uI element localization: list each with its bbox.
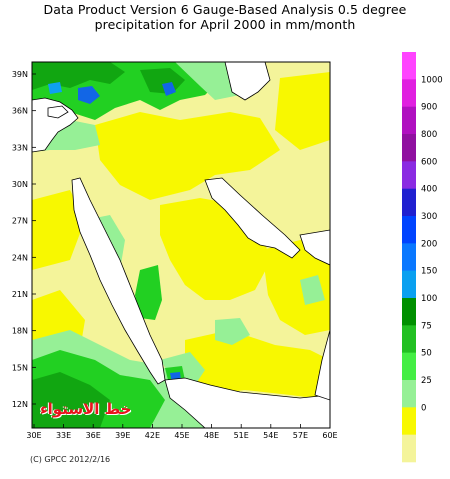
cyprus-sea (47, 105, 69, 119)
lon-label: 39E (115, 431, 130, 440)
colorbar-label: 200 (421, 239, 437, 249)
colorbar-swatch (402, 52, 416, 80)
yellow-region-south (185, 330, 330, 400)
colorbar-label: 100 (421, 294, 437, 304)
colorbar-label: 0 (421, 403, 426, 413)
colorbar-label: 75 (421, 321, 432, 331)
yellow-region-northeast (275, 72, 330, 150)
lat-label: 18N (12, 327, 28, 336)
lat-label: 27N (12, 217, 28, 226)
lon-label: 42E (145, 431, 160, 440)
precipitation-field (32, 62, 330, 428)
axis-ticks: 39N 36N 33N 30N 27N 24N 21N 18N 15N 12N 30E 33E 36E 3… (12, 70, 338, 440)
lightgreen-region-east (300, 275, 325, 305)
blue-patch-north-2 (162, 82, 176, 96)
colorbar-swatch (402, 325, 416, 353)
yellow-region-east (262, 240, 330, 335)
lon-label: 57E (293, 431, 308, 440)
colorbar-swatch (402, 407, 416, 435)
lon-label: 36E (86, 431, 101, 440)
colorbar: 1000 900 800 600 400 300 200 150 100 75 50 25 0 (402, 52, 443, 463)
lat-label: 21N (12, 290, 28, 299)
colorbar-swatch (402, 161, 416, 189)
lat-label: 30N (12, 180, 28, 189)
lon-label: 45E (174, 431, 189, 440)
colorbar-swatch (402, 298, 416, 326)
colorbar-label: 150 (421, 267, 437, 277)
colorbar-swatch (402, 380, 416, 408)
colorbar-swatch (402, 434, 416, 463)
blue-patch-north (78, 86, 100, 104)
lat-label: 15N (12, 363, 28, 372)
yellow-region-west (32, 190, 85, 270)
colorbar-label: 25 (421, 376, 432, 386)
colorbar-label: 400 (421, 185, 437, 195)
watermark-text: خط الاستواء (40, 400, 132, 418)
colorbar-swatch (402, 270, 416, 299)
colorbar-label: 50 (421, 349, 432, 359)
colorbar-swatch (402, 352, 416, 381)
colorbar-label: 300 (421, 212, 437, 222)
gulf-of-aden (164, 377, 330, 428)
lon-label: 33E (56, 431, 71, 440)
map-frame (31, 61, 331, 429)
lat-label: 33N (12, 143, 28, 152)
lon-label: 60E (322, 431, 337, 440)
darkgreen-region-ethiopia (32, 372, 110, 428)
colorbar-label: 900 (421, 103, 437, 113)
lightgreen-region-central (215, 318, 250, 345)
lat-label: 36N (12, 107, 28, 116)
colorbar-swatch (402, 106, 416, 135)
colorbar-swatch (402, 243, 416, 271)
lat-label: 24N (12, 253, 28, 262)
colorbar-swatch (402, 216, 416, 244)
colorbar-label: 800 (421, 130, 437, 140)
green-region-hejaz (135, 265, 162, 320)
lon-label: 48E (204, 431, 219, 440)
colorbar-swatch (402, 188, 416, 217)
lightblue-patch-north (48, 82, 62, 94)
lat-label: 12N (12, 400, 28, 409)
gulf-of-oman (299, 229, 330, 266)
colorbar-swatch (402, 79, 416, 107)
colorbar-swatch (402, 134, 416, 162)
lat-label: 39N (12, 70, 28, 79)
persian-gulf (204, 177, 301, 259)
yellow-region-north (95, 112, 280, 200)
lon-label: 30E (26, 431, 41, 440)
credit-text: (C) GPCC 2012/2/16 (30, 455, 111, 464)
colorbar-label: 1000 (421, 75, 443, 85)
lon-label: 54E (263, 431, 278, 440)
arabian-sea (314, 329, 330, 401)
map-title-line-2: precipitation for April 2000 in mm/month (94, 17, 356, 32)
caspian-sea (224, 62, 271, 101)
map-title-line-1: Data Product Version 6 Gauge-Based Analy… (43, 2, 407, 17)
lon-label: 51E (234, 431, 249, 440)
colorbar-label: 600 (421, 157, 437, 167)
